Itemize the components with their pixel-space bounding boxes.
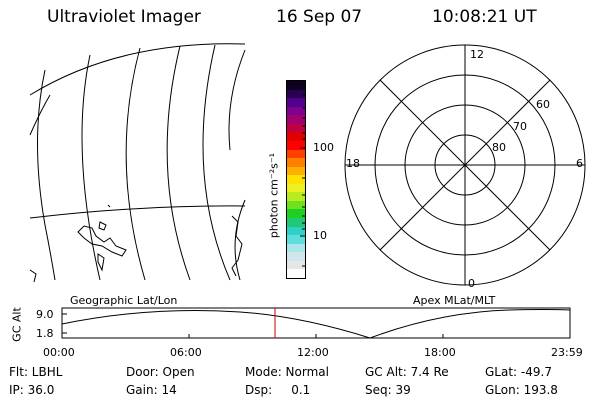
- mlat-label: 80: [492, 141, 506, 154]
- colorbar-segment: [287, 200, 305, 211]
- gain-status: Gain: 14: [126, 383, 177, 397]
- door-status: Door: Open: [126, 365, 195, 379]
- map-lat-arc: [29, 94, 51, 136]
- map-meridian: [234, 199, 246, 281]
- colorbar-segment: [287, 252, 305, 262]
- colorbar-segment: [287, 218, 305, 228]
- map-landmass: [77, 225, 127, 257]
- altitude-curve: [61, 309, 571, 339]
- altitude-tick-label: 9.0: [36, 308, 54, 321]
- altitude-tick-label: 1.8: [36, 327, 54, 340]
- geo-longitude-status: GLon: 193.8: [485, 383, 558, 397]
- colorbar-segment: [287, 158, 305, 168]
- colorbar-segment: [287, 123, 305, 133]
- ip-status: IP: 36.0: [9, 383, 55, 397]
- gc-alt-status: GC Alt: 7.4 Re: [365, 365, 449, 379]
- mlt-label-dawn: 6: [576, 157, 583, 170]
- map-meridian: [166, 45, 191, 281]
- map-caption: Geographic Lat/Lon: [70, 294, 178, 307]
- map-meridian: [202, 44, 231, 281]
- colorbar-segment: [287, 115, 305, 125]
- mlt-label-midnight: 0: [468, 277, 475, 290]
- colorbar-segment: [287, 149, 305, 159]
- geo-latitude-status: GLat: -49.7: [485, 365, 552, 379]
- dsp-status: Dsp: 0.1: [245, 383, 311, 397]
- colorbar-segment: [287, 132, 305, 142]
- time-tick-label: 23:59: [551, 346, 583, 359]
- map-meridian: [228, 49, 246, 151]
- map-landmass: [231, 215, 243, 277]
- colorbar-segment: [287, 140, 305, 151]
- mlt-label-dusk: 18: [346, 157, 360, 170]
- date-label: 16 Sep 07: [276, 7, 363, 27]
- colorbar-tick-label: 10: [313, 229, 327, 242]
- colorbar-segment: [287, 175, 305, 185]
- polar-caption: Apex MLat/MLT: [413, 294, 496, 307]
- altitude-axis-label: GC Alt: [10, 307, 24, 342]
- colorbar-segment: [287, 192, 305, 202]
- sequence-status: Seq: 39: [365, 383, 411, 397]
- map-equator: [29, 205, 246, 219]
- colorbar-segment: [287, 166, 305, 176]
- map-lat-arc: [29, 43, 246, 96]
- colorbar-segment: [287, 106, 305, 116]
- colorbar-segment: [287, 98, 305, 108]
- map-landmass: [29, 269, 37, 283]
- polar-diagonal: [379, 79, 551, 251]
- mlat-label: 60: [536, 98, 550, 111]
- mode-status: Mode: Normal: [245, 365, 329, 379]
- time-tick-label: 06:00: [170, 346, 202, 359]
- instrument-title: Ultraviolet Imager: [47, 7, 201, 27]
- colorbar-segment: [287, 226, 305, 236]
- colorbar-segment: [287, 209, 305, 219]
- map-landmass: [107, 204, 111, 208]
- mlt-label-noon: 12: [470, 48, 484, 61]
- filter-status: Flt: LBHL: [9, 365, 63, 379]
- map-meridian: [37, 69, 56, 281]
- map-meridian: [125, 47, 146, 281]
- colorbar-segment: [287, 269, 305, 278]
- time-tick-label: 18:00: [424, 346, 456, 359]
- map-meridian: [81, 54, 101, 281]
- colorbar-segment: [287, 260, 305, 271]
- colorbar-segment: [287, 81, 305, 91]
- map-landmass: [97, 253, 105, 272]
- colorbar-segment: [287, 89, 305, 99]
- colorbar: [286, 80, 306, 279]
- time-tick-label: 00:00: [43, 346, 75, 359]
- colorbar-segment: [287, 243, 305, 253]
- colorbar-segment: [287, 183, 305, 193]
- map-landmass: [98, 221, 107, 231]
- colorbar-tick-label: 100: [313, 141, 334, 154]
- time-tick-label: 12:00: [297, 346, 329, 359]
- mlat-label: 70: [513, 120, 527, 133]
- colorbar-segment: [287, 235, 305, 245]
- time-label: 10:08:21 UT: [432, 7, 537, 27]
